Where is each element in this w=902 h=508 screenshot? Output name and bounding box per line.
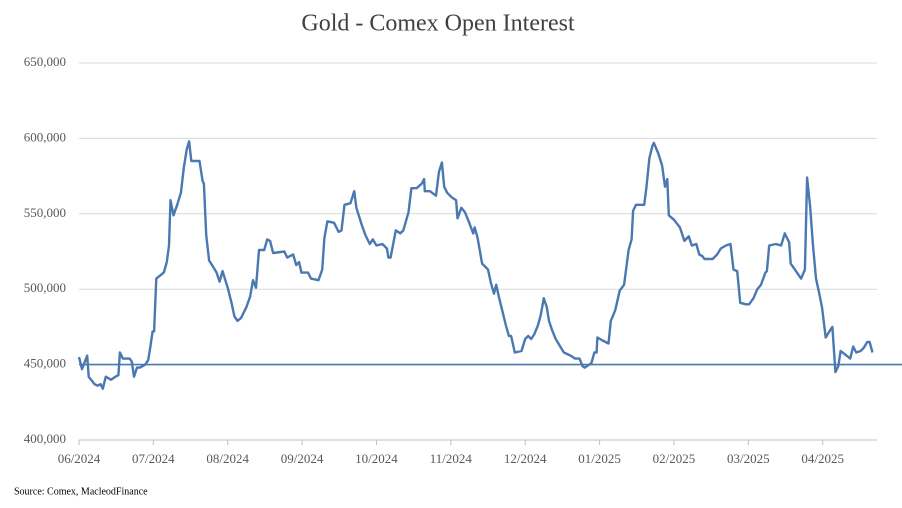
x-tick-label: 03/2025 — [727, 451, 770, 466]
chart-title: Gold - Comex Open Interest — [301, 11, 575, 37]
x-tick-label: 09/2024 — [281, 451, 324, 466]
x-tick-label: 11/2024 — [430, 451, 473, 466]
x-tick-label: 01/2025 — [578, 451, 621, 466]
x-tick-label: 10/2024 — [355, 451, 398, 466]
x-tick-label: 07/2024 — [132, 451, 175, 466]
x-tick-label: 08/2024 — [206, 451, 249, 466]
x-tick-label: 06/2024 — [58, 451, 101, 466]
series-line — [77, 140, 874, 390]
source-note: Source: Comex, MacleodFinance — [14, 486, 148, 497]
y-tick-label: 450,000 — [24, 356, 66, 371]
x-tick-label: 12/2024 — [504, 451, 547, 466]
y-tick-label: 500,000 — [24, 280, 66, 295]
x-tick-label: 04/2025 — [801, 451, 844, 466]
y-tick-label: 650,000 — [24, 54, 66, 69]
y-tick-label: 550,000 — [24, 205, 66, 220]
y-tick-label: 600,000 — [24, 129, 66, 144]
x-tick-label: 02/2025 — [653, 451, 696, 466]
y-tick-label: 400,000 — [24, 431, 66, 446]
